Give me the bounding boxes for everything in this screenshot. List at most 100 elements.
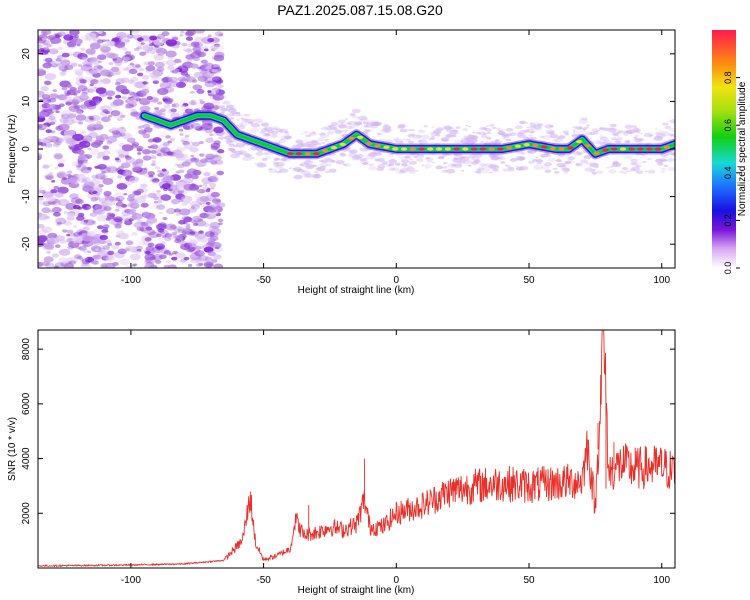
noise-blob: [208, 191, 220, 199]
noise-blob: [159, 81, 172, 89]
snr-xlabel: Height of straight line (km): [298, 585, 415, 596]
noise-blob: [123, 193, 128, 196]
noise-blob: [102, 245, 110, 250]
noise-blob: [65, 101, 72, 106]
noise-blob: [126, 137, 136, 143]
noise-blob: [83, 219, 89, 223]
halo-blob: [366, 130, 370, 132]
noise-blob: [190, 63, 199, 69]
halo-blob: [526, 126, 530, 129]
noise-blob: [190, 206, 195, 209]
halo-blob: [303, 139, 308, 141]
noise-blob: [156, 190, 161, 193]
noise-blob: [102, 178, 114, 185]
halo-blob: [348, 122, 352, 125]
noise-blob: [38, 235, 48, 242]
halo-blob: [388, 159, 397, 164]
noise-blob: [161, 31, 170, 37]
noise-blob: [138, 239, 148, 246]
noise-blob: [164, 99, 173, 105]
noise-blob: [184, 184, 196, 192]
noise-blob: [59, 126, 65, 130]
noise-blob: [51, 180, 56, 183]
noise-blob: [164, 237, 172, 242]
halo-blob: [643, 132, 654, 138]
noise-blob: [214, 159, 224, 165]
noise-blob: [96, 214, 108, 222]
colorbar: 0.0 0.2 0.4 0.6 0.8 Normalized spectral ampl…: [712, 30, 748, 274]
halo-blob: [462, 159, 472, 165]
noise-blob: [139, 97, 148, 103]
halo-blob: [572, 129, 576, 131]
noise-blob: [98, 105, 105, 110]
noise-blob: [132, 63, 141, 69]
noise-blob: [107, 250, 115, 256]
noise-blob: [181, 42, 188, 47]
signal-peak: [470, 147, 478, 151]
noise-blob: [38, 141, 43, 146]
noise-blob: [187, 237, 199, 245]
noise-blob: [55, 217, 67, 225]
noise-blob: [144, 237, 152, 242]
noise-blob: [107, 212, 112, 216]
halo-blob: [534, 127, 542, 131]
noise-blob: [194, 36, 204, 42]
noise-blob: [205, 189, 211, 193]
noise-blob: [192, 141, 200, 147]
noise-blob: [81, 233, 87, 236]
noise-blob: [57, 208, 64, 212]
noise-blob: [100, 78, 111, 85]
signal-peak: [540, 145, 548, 149]
halo-blob: [617, 137, 623, 141]
spectrogram-xlabel: Height of straight line (km): [298, 285, 415, 296]
colorbar-gradient: [712, 30, 736, 268]
noise-blob: [158, 181, 171, 189]
noise-blob: [98, 184, 104, 188]
noise-blob: [137, 152, 142, 155]
noise-blob: [205, 191, 210, 195]
halo-blob: [614, 140, 622, 144]
noise-blob: [114, 60, 123, 66]
halo-blob: [313, 170, 319, 174]
halo-blob: [404, 155, 411, 159]
noise-blob: [107, 200, 116, 206]
halo-blob: [305, 159, 312, 163]
noise-blob: [61, 110, 72, 117]
halo-blob: [348, 125, 356, 129]
x-tick-label: 50: [523, 275, 535, 286]
halo-blob: [317, 137, 326, 142]
noise-blob: [138, 129, 147, 135]
noise-blob: [183, 157, 195, 165]
noise-blob: [60, 59, 71, 66]
halo-blob: [253, 118, 264, 124]
noise-blob: [41, 226, 53, 233]
halo-blob: [228, 143, 235, 147]
halo-blob: [279, 168, 289, 174]
noise-blob: [175, 212, 181, 216]
halo-blob: [260, 122, 270, 127]
noise-blob: [102, 155, 110, 161]
halo-blob: [225, 139, 233, 143]
halo-blob: [559, 165, 566, 169]
noise-blob: [85, 48, 96, 55]
halo-blob: [330, 121, 339, 126]
noise-blob: [93, 229, 99, 233]
noise-blob: [43, 242, 54, 250]
noise-blob: [196, 258, 208, 265]
halo-blob: [454, 139, 463, 144]
halo-blob: [314, 167, 321, 171]
noise-blob: [208, 175, 219, 183]
noise-blob: [102, 78, 111, 84]
noise-blob: [152, 137, 162, 143]
halo-blob: [472, 131, 476, 134]
noise-blob: [106, 212, 115, 218]
halo-blob: [591, 169, 596, 172]
signal-peak: [514, 144, 522, 148]
halo-blob: [442, 162, 447, 165]
noise-blob: [118, 202, 123, 206]
noise-blob: [56, 223, 61, 226]
noise-blob: [182, 102, 189, 107]
halo-blob: [431, 161, 436, 164]
noise-blob: [97, 79, 103, 83]
noise-blob: [168, 264, 177, 268]
